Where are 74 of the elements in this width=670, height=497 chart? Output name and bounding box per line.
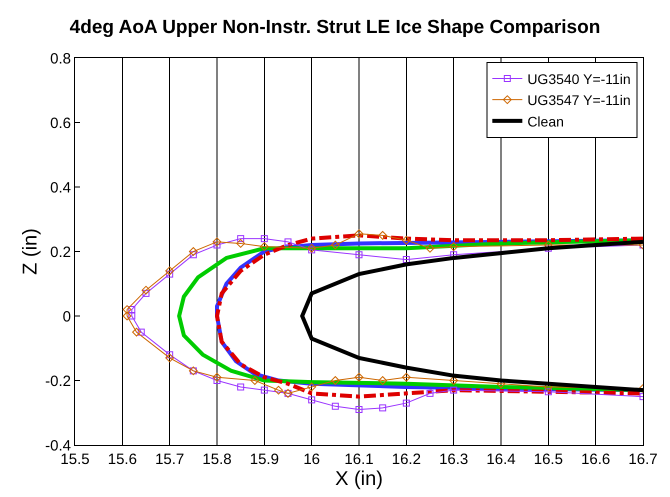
point: [128, 306, 136, 314]
point: [330, 376, 340, 385]
point: [332, 402, 339, 410]
y-tick-label: 0.8: [50, 50, 71, 68]
point: [308, 246, 316, 254]
point: [307, 382, 316, 392]
x-tick-label: 15.6: [108, 451, 137, 468]
point: [426, 244, 434, 253]
point: [212, 237, 222, 246]
point: [165, 354, 174, 362]
x-tick-label: 15.7: [155, 451, 184, 468]
point: [544, 388, 552, 396]
point: [354, 372, 364, 382]
y-tick-label: 0.2: [50, 244, 71, 261]
point: [260, 386, 268, 394]
chart-title: 4deg AoA Upper Non-Instr. Strut LE Ice Shape Comparison: [70, 17, 600, 38]
point: [142, 286, 150, 295]
point: [260, 242, 269, 252]
x-tick-label: 16.2: [392, 451, 421, 468]
point: [307, 244, 316, 253]
point: [122, 305, 132, 314]
point: [378, 230, 388, 240]
x-tick-label: 16.6: [581, 451, 610, 468]
x-tick-label: 16.3: [439, 451, 468, 468]
point: [402, 372, 411, 382]
point: [165, 266, 174, 276]
x-tick-label: 16: [303, 451, 320, 468]
point: [237, 235, 244, 242]
x-tick-label: 15.8: [202, 451, 232, 468]
point: [214, 377, 220, 384]
y-tick-label: -0.2: [45, 372, 71, 390]
point: [379, 404, 386, 412]
point: [138, 328, 145, 336]
x-tick-label: 15.9: [250, 451, 279, 468]
point: [190, 251, 197, 258]
point: [356, 251, 362, 258]
point: [354, 229, 364, 238]
point: [356, 406, 362, 414]
point: [402, 236, 411, 245]
point: [212, 372, 222, 382]
point: [260, 235, 268, 242]
y-tick-label: 0.6: [50, 114, 71, 132]
y-tick-label: 0: [62, 308, 71, 326]
point: [128, 312, 136, 320]
point: [166, 351, 174, 358]
point: [166, 270, 174, 278]
y-axis-title: Z (in): [20, 228, 42, 275]
y-tick-label: 0.4: [50, 179, 71, 196]
point: [250, 376, 260, 385]
point: [402, 256, 410, 264]
point: [274, 386, 283, 395]
legend-label: UG3540 Y=-11in: [527, 70, 631, 87]
legend-label: Clean: [527, 113, 564, 130]
point: [378, 376, 388, 385]
x-tick-label: 16.1: [344, 451, 374, 468]
point: [237, 383, 244, 390]
point: [449, 376, 458, 385]
legend-label: UG3547 Y=-11in: [527, 92, 631, 108]
point: [450, 386, 458, 394]
x-tick-label: 16.5: [534, 451, 563, 468]
point: [330, 240, 340, 250]
point: [449, 242, 458, 252]
x-axis-title: X (in): [335, 468, 383, 490]
x-tick-label: 16.7: [628, 451, 658, 468]
point: [284, 238, 292, 246]
point: [188, 247, 198, 256]
point: [402, 400, 410, 407]
point: [132, 328, 141, 337]
x-tick-label: 16.4: [486, 451, 516, 468]
point: [308, 396, 316, 404]
point: [236, 239, 246, 248]
point: [142, 290, 150, 297]
point: [426, 390, 434, 397]
point: [122, 312, 132, 320]
